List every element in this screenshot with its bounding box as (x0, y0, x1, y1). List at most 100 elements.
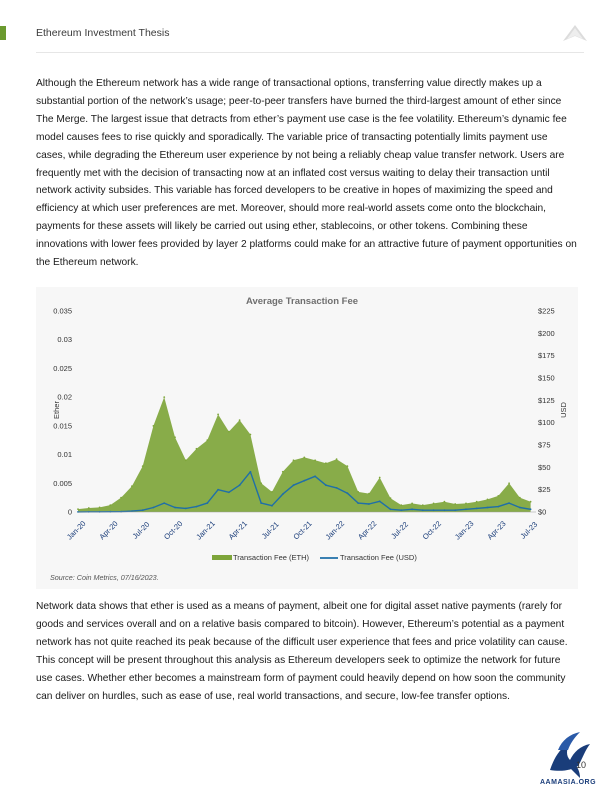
usd-point-2021-12 (325, 484, 327, 487)
eth-point-2022-08 (411, 502, 413, 505)
usd-point-2022-02 (346, 492, 349, 495)
usd-point-2020-10 (174, 506, 176, 509)
usd-point-2020-09 (163, 502, 166, 504)
eth-point-2020-05 (120, 496, 122, 499)
y-axis-right-label: USD (559, 402, 568, 418)
x-tick-label: Jul-20 (131, 520, 152, 541)
eth-point-2020-10 (174, 436, 176, 439)
y-left-tick-label: 0.035 (53, 307, 72, 316)
series-eth-area (78, 397, 531, 512)
eth-point-2021-01 (206, 439, 209, 442)
usd-point-2022-03 (357, 502, 360, 504)
header-accent-bar (0, 26, 6, 40)
x-tick-label: Apr-22 (356, 519, 378, 541)
usd-point-2020-07 (141, 509, 144, 512)
usd-point-2023-02 (475, 507, 478, 510)
eth-point-2021-11 (314, 459, 316, 462)
y-right-tick-label: $150 (538, 374, 555, 383)
usd-point-2022-07 (400, 509, 403, 512)
eth-point-2023-04 (497, 495, 500, 497)
y-left-tick-label: 0.025 (53, 364, 72, 373)
usd-point-2021-02 (217, 488, 220, 491)
usd-point-2022-12 (454, 509, 457, 512)
y-right-tick-label: $0 (538, 508, 546, 517)
x-tick-label: Jan-22 (324, 519, 347, 542)
eth-point-2022-05 (378, 476, 381, 479)
x-tick-label: Jan-20 (65, 519, 88, 542)
y-right-tick-label: $75 (538, 441, 551, 450)
legend-label-usd: Transaction Fee (USD) (340, 553, 417, 562)
usd-point-2023-04 (497, 505, 500, 508)
legend-swatch-eth (212, 555, 232, 560)
usd-point-2023-06 (518, 506, 521, 509)
y-axis-left-label: Ether (52, 401, 61, 419)
eth-point-2020-07 (141, 465, 144, 467)
x-tick-label: Apr-20 (97, 519, 119, 541)
eth-point-2022-07 (400, 504, 403, 506)
usd-point-2021-11 (314, 475, 316, 478)
eth-point-2022-02 (346, 465, 349, 467)
eth-point-2021-09 (292, 459, 295, 462)
usd-point-2022-05 (378, 500, 381, 503)
eth-point-2021-05 (249, 433, 252, 436)
x-tick-label: Oct-20 (162, 519, 184, 541)
eth-point-2020-01 (77, 508, 79, 510)
eth-point-2023-06 (518, 496, 521, 499)
x-tick-label: Oct-22 (421, 519, 443, 541)
y-right-tick-label: $225 (538, 307, 555, 316)
usd-point-2021-01 (206, 502, 209, 504)
x-tick-label: Jul-21 (260, 520, 281, 541)
y-right-tick-label: $100 (538, 418, 555, 427)
y-left-tick-label: 0.015 (53, 421, 72, 430)
eth-point-2021-10 (303, 456, 306, 459)
logo-site-name: AAMASIA.ORG (540, 779, 597, 786)
usd-point-2022-08 (411, 508, 413, 511)
eth-point-2020-04 (109, 504, 112, 506)
header-divider (36, 52, 584, 53)
usd-point-2021-08 (281, 493, 284, 495)
usd-point-2022-09 (421, 509, 424, 512)
usd-point-2021-05 (249, 470, 252, 473)
eth-point-2023-02 (475, 500, 478, 503)
eth-point-2021-07 (271, 491, 273, 493)
body-paragraph-2: Network data shows that ether is used as… (36, 601, 568, 702)
usd-point-2023-07 (529, 508, 532, 511)
eth-point-2022-01 (335, 458, 338, 461)
y-left-tick-label: 0.03 (57, 335, 72, 344)
y-right-tick-label: $25 (538, 485, 551, 494)
eth-point-2022-03 (357, 491, 360, 493)
x-tick-label: Jul-23 (518, 520, 539, 541)
usd-point-2022-10 (432, 509, 435, 512)
eth-point-2020-02 (87, 507, 90, 509)
eth-point-2023-03 (486, 498, 489, 501)
eth-point-2023-01 (465, 502, 467, 505)
usd-point-2023-01 (465, 508, 467, 511)
y-right-tick-label: $175 (538, 351, 555, 360)
y-left-tick-label: 0.005 (53, 479, 72, 488)
usd-point-2021-07 (271, 504, 273, 507)
usd-point-2022-01 (335, 487, 338, 489)
eth-point-2022-11 (443, 500, 446, 503)
eth-point-2020-06 (131, 485, 133, 488)
x-tick-label: Jan-23 (453, 519, 476, 542)
eth-point-2022-12 (454, 503, 457, 505)
eth-point-2021-08 (281, 470, 284, 473)
eth-point-2023-07 (529, 500, 532, 503)
eth-point-2020-03 (98, 506, 101, 509)
chart-figure: Average Transaction Fee 0 0.005 0.01 0.015 0… (36, 287, 578, 589)
eth-point-2021-03 (228, 430, 230, 433)
chart-legend: Transaction Fee (ETH) Transaction Fee (U… (212, 553, 417, 562)
eth-point-2021-02 (217, 413, 220, 416)
usd-point-2021-09 (292, 484, 295, 487)
y-right-tick-label: $50 (538, 463, 551, 472)
x-tick-label: Apr-21 (227, 519, 249, 541)
usd-point-2023-05 (508, 502, 510, 504)
y-left-tick-label: 0.01 (57, 450, 72, 459)
usd-point-2021-04 (238, 484, 241, 487)
usd-point-2023-03 (486, 506, 489, 509)
eth-point-2021-04 (238, 419, 241, 421)
usd-point-2022-06 (389, 508, 392, 511)
usd-point-2022-11 (443, 509, 446, 512)
usd-point-2020-06 (131, 510, 133, 512)
x-tick-label: Jan-21 (194, 519, 217, 542)
